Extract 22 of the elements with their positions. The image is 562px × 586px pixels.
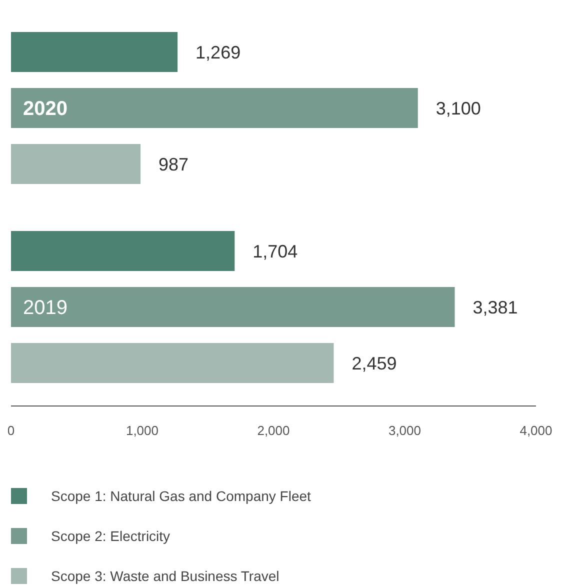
bar [11, 32, 178, 72]
y-tick-label: 2019 [23, 297, 68, 319]
legend-label: Scope 3: Waste and Business Travel [51, 568, 280, 584]
data-label: 1,269 [196, 42, 241, 62]
data-label: 1,704 [252, 241, 298, 262]
y-tick-label: 2020 [23, 98, 68, 120]
data-label: 3,381 [472, 297, 518, 318]
x-tick-label: 3,000 [388, 423, 422, 438]
bar [11, 287, 455, 327]
data-label: 3,100 [436, 98, 481, 118]
data-label: 987 [158, 154, 189, 174]
data-label: 2,459 [352, 353, 397, 374]
x-tick-label: 1,000 [126, 423, 159, 438]
x-tick-label: 2,000 [257, 423, 290, 438]
legend-label: Scope 2: Electricity [51, 528, 170, 544]
bar [11, 88, 418, 128]
bar [11, 231, 235, 271]
bar [11, 343, 334, 383]
x-tick-label: 0 [7, 423, 15, 438]
bar [11, 144, 141, 184]
legend-label: Scope 1: Natural Gas and Company Fleet [51, 488, 311, 504]
x-tick-label: 4,000 [520, 423, 552, 438]
